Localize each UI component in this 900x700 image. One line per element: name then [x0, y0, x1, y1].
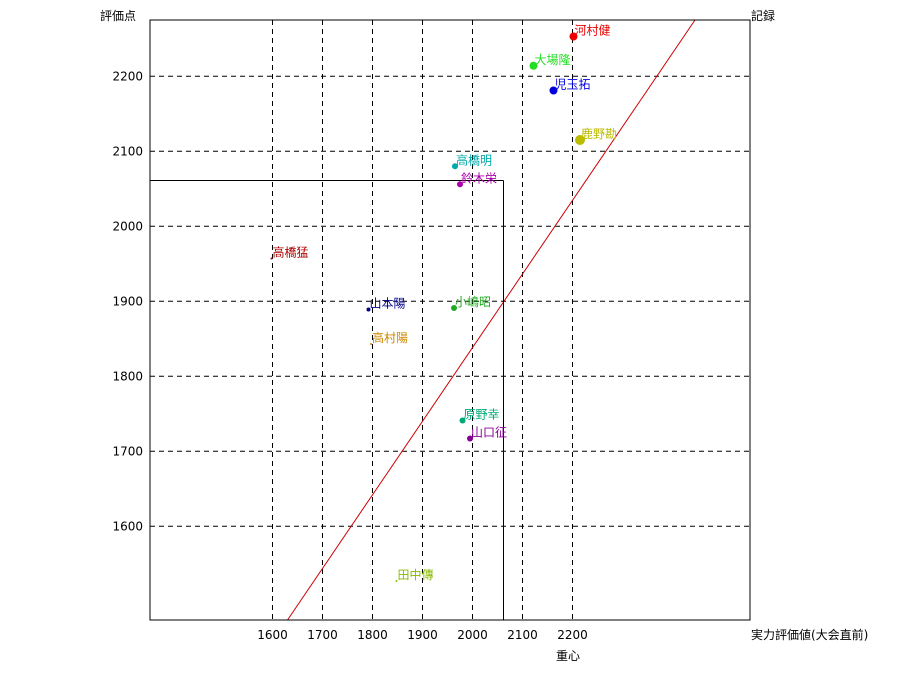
- data-point: [366, 307, 371, 312]
- line-layer: [150, 19, 696, 621]
- grid-layer: [150, 20, 750, 620]
- x-axis-title: 重心: [556, 649, 580, 663]
- y-tick-label: 1700: [112, 444, 143, 458]
- tick-layer: 1600 1700 1800 1900 2000 2100 2200 1600 1700 1800…: [112, 69, 587, 642]
- data-point-label: 山口征: [471, 426, 507, 440]
- x-tick-label: 1700: [307, 628, 338, 642]
- y-tick-label: 1800: [112, 369, 143, 383]
- data-point: [270, 257, 273, 260]
- x-tick-label: 1900: [407, 628, 438, 642]
- data-point: [529, 61, 538, 70]
- x-tick-label: 2200: [557, 628, 588, 642]
- data-point-label: 児玉拓: [555, 78, 591, 92]
- x-tick-label: 1800: [357, 628, 388, 642]
- diagonal-line: [287, 19, 696, 621]
- data-point-label: 小嶋昭: [455, 295, 491, 309]
- data-point: [467, 435, 473, 442]
- data-point-label: 高村陽: [372, 330, 408, 345]
- y-tick-label: 1900: [112, 294, 143, 308]
- data-point-label: 田中傳: [398, 567, 434, 582]
- data-point: [457, 181, 463, 188]
- x-axis-right-title: 実力評価値(大会直前): [751, 627, 868, 642]
- data-point: [452, 163, 458, 170]
- y-tick-label: 2000: [112, 219, 143, 233]
- y-tick-label: 2100: [112, 144, 143, 158]
- data-point: [575, 135, 585, 145]
- data-point-label: 原野幸: [464, 408, 500, 422]
- data-point-label: 鹿野勘: [581, 126, 617, 141]
- data-point-label: 河村健: [575, 24, 611, 38]
- x-tick-label: 2000: [457, 628, 488, 642]
- x-tick-label: 1600: [257, 628, 288, 642]
- data-point: [569, 32, 578, 41]
- data-point-label: 高橋明: [456, 152, 492, 167]
- data-point: [549, 86, 558, 95]
- data-point-label: 大場隆: [535, 52, 571, 67]
- data-point-label: 山本陽: [370, 297, 406, 311]
- data-point: [451, 305, 457, 311]
- data-point: [395, 580, 398, 582]
- y-tick-label: 2200: [112, 69, 143, 83]
- x-tick-label: 2100: [507, 628, 538, 642]
- data-point: [459, 417, 466, 424]
- data-point-label: 高橋猛: [273, 245, 309, 260]
- data-point: [370, 343, 372, 345]
- plot-frame: [149, 19, 751, 621]
- y-tick-label: 1600: [112, 519, 143, 533]
- data-point-label: 鈴木栄: [461, 170, 497, 185]
- y-axis-title: 評価点: [100, 8, 136, 23]
- y-axis-right-title: 記録: [751, 8, 775, 23]
